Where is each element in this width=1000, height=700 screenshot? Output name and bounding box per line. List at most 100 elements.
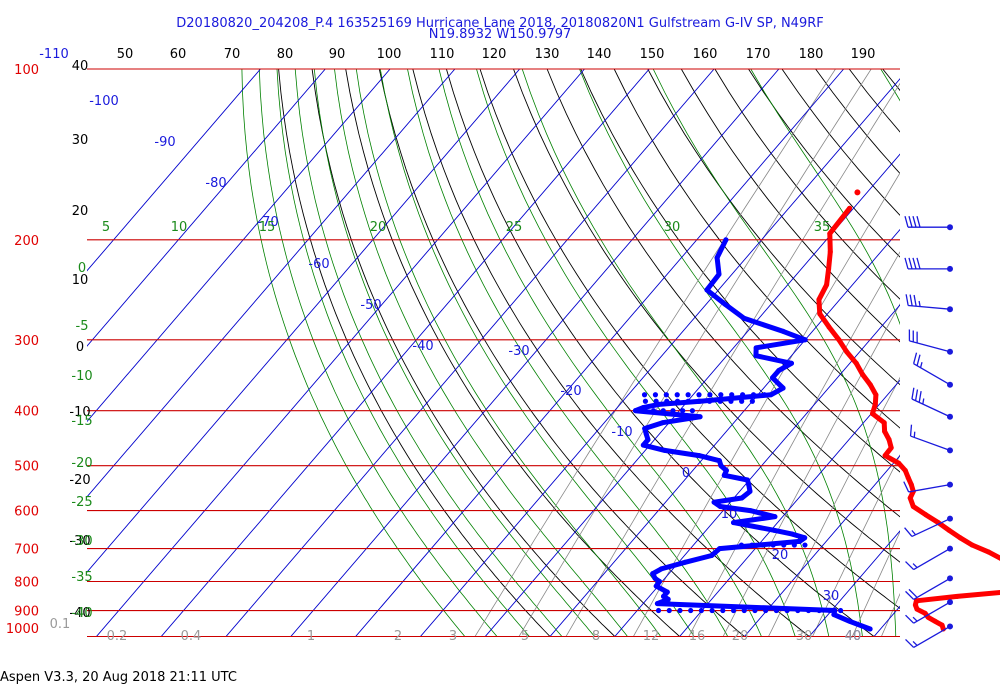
dewpoint-dot — [739, 398, 745, 404]
dry-adiabat — [647, 69, 900, 386]
dewpoint-dot — [653, 398, 659, 404]
dry-adiabat — [311, 69, 616, 637]
footer-version-date: Aspen V3.3, 20 Aug 2018 21:11 UTC — [0, 670, 237, 685]
wind-barb — [905, 599, 953, 624]
dewpoint-point — [657, 579, 663, 585]
left-temperature-label: 30 — [72, 133, 89, 148]
dewpoint-dot — [802, 542, 808, 548]
temperature-point — [827, 231, 833, 237]
dewpoint-point — [704, 287, 710, 293]
moist-adiabat — [276, 69, 531, 637]
dewpoint-dot — [689, 408, 696, 414]
dewpoint-dot — [670, 408, 676, 414]
top-axis-fahrenheit-label: 180 — [799, 47, 824, 62]
isotherm — [743, 454, 900, 637]
temperature-point — [986, 549, 992, 555]
dewpoint-point — [753, 345, 759, 351]
dewpoint-dot — [750, 392, 757, 398]
dewpoint-point — [716, 271, 722, 277]
moist-adiabat-label: 25 — [506, 220, 523, 235]
top-axis-fahrenheit-label: 50 — [117, 47, 134, 62]
wind-barb — [905, 623, 953, 649]
dewpoint-point — [662, 447, 668, 453]
wind-barb — [904, 515, 953, 538]
dewpoint-dot — [717, 398, 723, 404]
dry-adiabat — [680, 69, 900, 343]
dewpoint-dot — [729, 392, 735, 398]
pressure-label: 600 — [14, 505, 39, 520]
dry-adiabat — [714, 69, 900, 300]
isotherm-label: -80 — [205, 176, 226, 191]
top-axis-fahrenheit-label: 80 — [277, 47, 294, 62]
dewpoint-dot — [827, 607, 833, 614]
mixing-ratio-line — [880, 592, 900, 637]
dry-adiabat — [950, 69, 1000, 649]
mixing-ratio-line — [975, 69, 1000, 649]
dewpoint-point — [802, 535, 808, 541]
left-temperature-label: -20 — [69, 473, 90, 488]
pressure-label: 200 — [14, 234, 39, 249]
dewpoint-point — [768, 392, 774, 398]
dewpoint-dot — [795, 607, 801, 614]
dewpoint-point — [802, 337, 808, 343]
temperature-point — [954, 593, 960, 599]
temperature-point — [870, 411, 876, 417]
dewpoint-dot — [707, 392, 713, 398]
pressure-label: 900 — [14, 605, 39, 620]
dewpoint-point — [643, 431, 649, 437]
isotherm — [87, 69, 261, 272]
dewpoint-point — [718, 463, 724, 469]
dewpoint-point — [640, 442, 646, 448]
temperature-point — [816, 297, 822, 303]
mixing-ratio-line — [767, 376, 900, 637]
isotherm-label: -50 — [360, 298, 381, 313]
dewpoint-dot — [791, 542, 797, 548]
pressure-label: 800 — [14, 576, 39, 591]
mixing-ratio-line — [474, 69, 836, 637]
moist-adiabat-side-label: -35 — [71, 570, 92, 585]
dewpoint-point — [831, 612, 837, 618]
top-axis-fahrenheit-label: 100 — [377, 47, 402, 62]
dewpoint-dot — [706, 398, 713, 404]
dry-adiabat — [378, 69, 746, 637]
moist-adiabat — [334, 69, 629, 637]
mixing-ratio-label: 0.4 — [181, 629, 202, 644]
dewpoint-point — [716, 458, 722, 464]
pressure-label: 700 — [14, 543, 39, 558]
temperature-point — [922, 610, 928, 616]
top-axis-fahrenheit-label: 160 — [693, 47, 718, 62]
wind-barb — [905, 575, 953, 600]
dewpoint-dot — [838, 607, 844, 614]
temperature-point — [867, 382, 873, 388]
moist-adiabat-side-label: -10 — [71, 369, 92, 384]
wind-barb — [912, 352, 953, 388]
left-temperature-label: 20 — [72, 204, 89, 219]
isotherm — [993, 69, 1000, 649]
isotherm-label: 20 — [772, 548, 789, 563]
mixing-ratio-label: 5 — [521, 629, 529, 644]
dewpoint-dot — [718, 392, 724, 398]
top-axis-fahrenheit-label: 170 — [746, 47, 771, 62]
dry-adiabat — [513, 69, 900, 563]
isotherm — [87, 69, 521, 573]
dewpoint-point — [664, 589, 670, 595]
isotherm — [225, 69, 715, 637]
isotherm — [95, 69, 585, 637]
isotherm-label: -90 — [154, 135, 175, 150]
mixing-ratio-line — [851, 531, 900, 637]
moist-adiabat — [652, 69, 897, 637]
dewpoint-dot — [674, 392, 680, 398]
moist-adiabat-label: 30 — [664, 220, 681, 235]
dewpoint-dot — [784, 607, 790, 614]
top-axis-fahrenheit-label: 140 — [587, 47, 612, 62]
dewpoint-dot — [685, 398, 691, 404]
dewpoint-dot — [781, 542, 787, 548]
dewpoint-dot — [728, 398, 734, 404]
mixing-ratio-label: 3 — [449, 629, 457, 644]
dewpoint-dot — [666, 607, 672, 614]
moist-adiabat-label: 15 — [259, 220, 276, 235]
top-axis-fahrenheit-label: 90 — [329, 47, 346, 62]
dewpoint-point — [770, 375, 776, 381]
temperature-point — [826, 324, 832, 330]
